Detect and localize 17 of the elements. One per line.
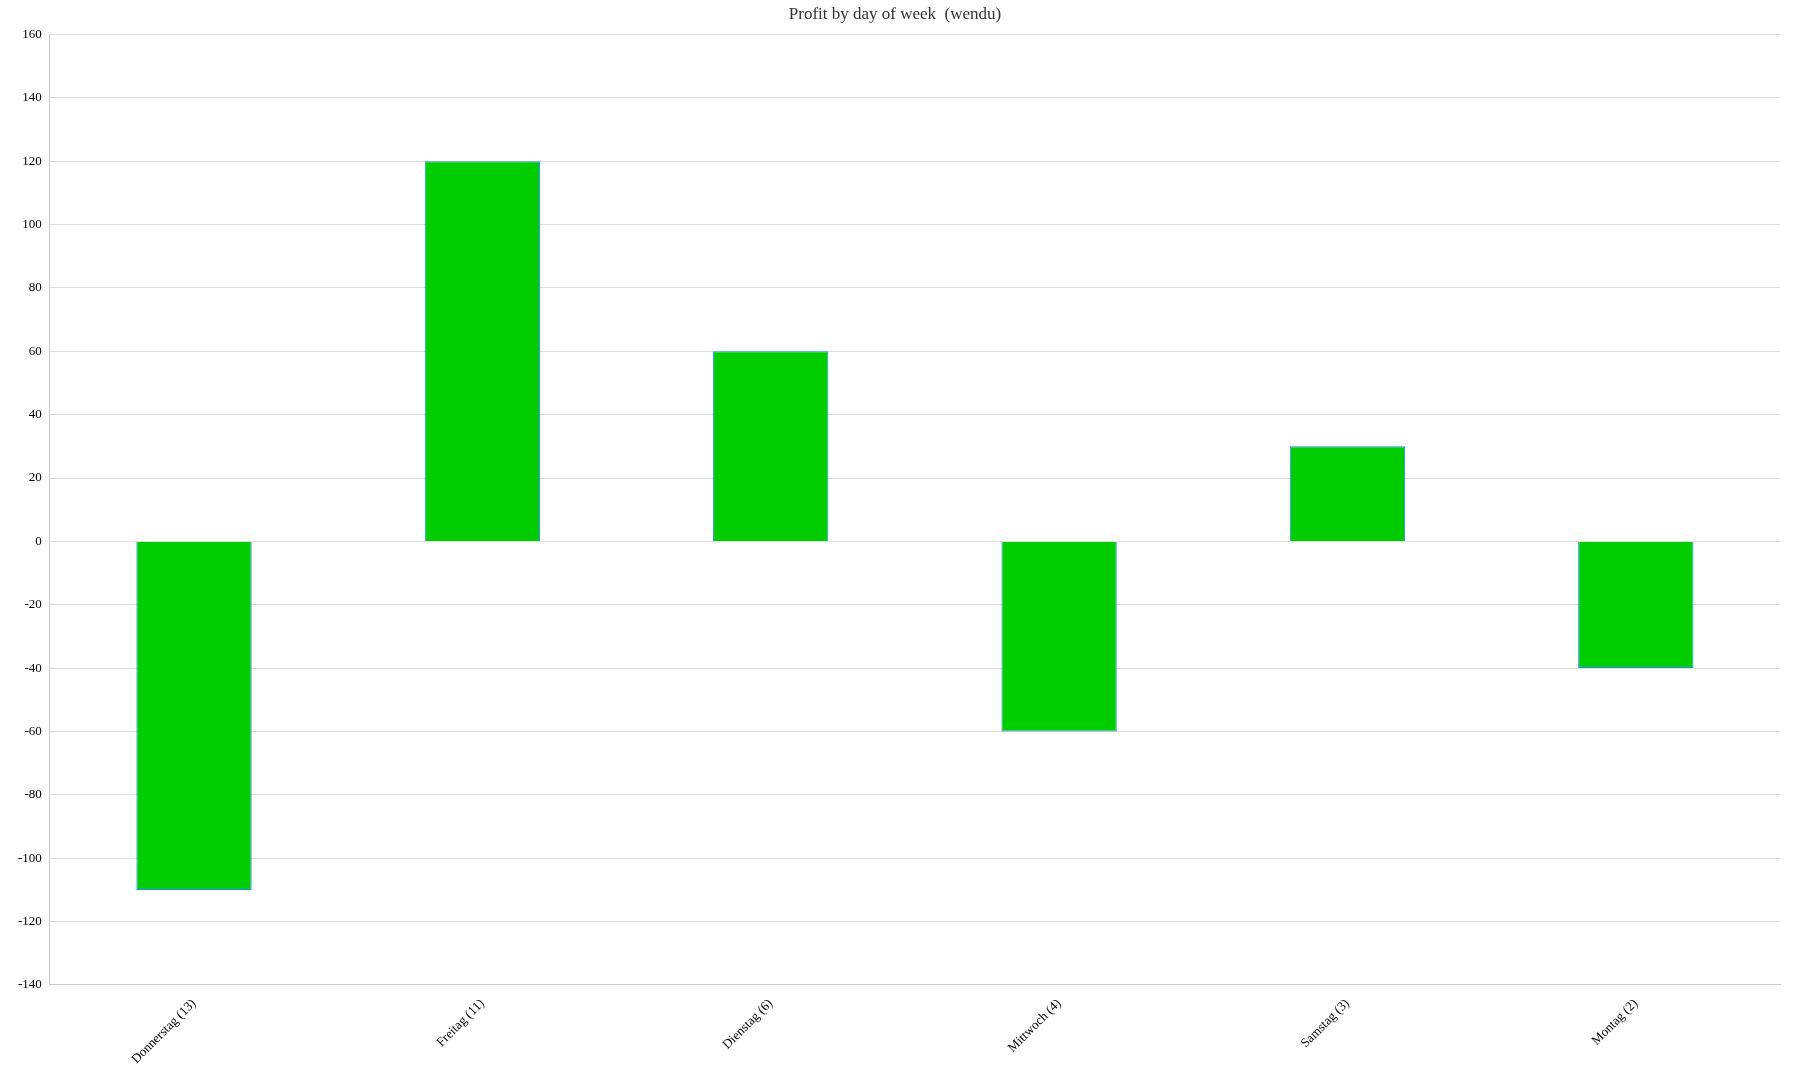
y-tick-label: 140 [22, 89, 42, 105]
y-tick-label: 20 [28, 469, 42, 485]
y-tick-label: 100 [22, 215, 42, 231]
y-tick-label: 0 [35, 532, 42, 548]
y-tick-label: -80 [24, 786, 42, 802]
y-tick-label: -20 [24, 596, 42, 612]
y-tick-label: -40 [24, 659, 42, 675]
y-tick-label: -60 [24, 722, 42, 738]
y-tick-label: -140 [17, 976, 42, 992]
y-tick-label: -100 [17, 849, 42, 865]
y-tick-label: 160 [22, 25, 42, 41]
chart-title: Profit by day of week (wendu) [788, 3, 1002, 23]
y-tick-label: 80 [28, 279, 42, 295]
y-tick-label: -120 [17, 913, 42, 929]
y-tick-label: 60 [28, 342, 42, 358]
y-tick-label: 40 [28, 406, 42, 422]
y-tick-label: 120 [22, 152, 42, 168]
